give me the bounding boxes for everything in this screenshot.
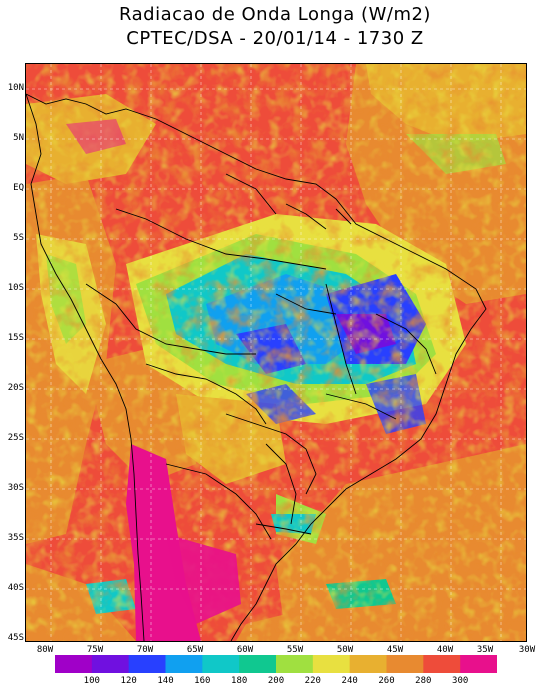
lat-label: 15S [7, 333, 24, 343]
olr-map [25, 63, 527, 642]
color-scale-swatch [165, 655, 203, 673]
coastlines-and-borders [26, 93, 487, 641]
color-scale-swatch [460, 655, 497, 673]
speckle-overlay-2 [26, 64, 526, 641]
color-scale-tick-label: 280 [415, 676, 432, 686]
lat-label: 45S [7, 633, 24, 643]
color-scale-tick-label: 180 [231, 676, 248, 686]
color-scale-swatch [91, 655, 130, 673]
color-scale-tick-label: 240 [341, 676, 358, 686]
color-scale-tick-label: 220 [304, 676, 321, 686]
lon-label: 55W [286, 645, 304, 655]
color-scale-swatch [239, 655, 277, 673]
color-scale-tick-label: 140 [157, 676, 174, 686]
lat-label: 10S [7, 283, 24, 293]
lon-label: 40W [436, 645, 454, 655]
lon-label: 50W [336, 645, 354, 655]
color-scale-swatch [423, 655, 461, 673]
lat-label: 30S [7, 483, 24, 493]
color-scale-swatch [55, 655, 93, 673]
lat-label: EQ [13, 183, 24, 193]
lat-label: 20S [7, 383, 24, 393]
map-grid [26, 64, 526, 641]
lon-label: 65W [186, 645, 204, 655]
color-scale-tick-label: 260 [378, 676, 395, 686]
olr-map-image [26, 64, 526, 641]
lon-label: 45W [386, 645, 404, 655]
lon-label: 60W [236, 645, 254, 655]
color-scale-tick-label: 120 [120, 676, 137, 686]
lat-label: 10N [7, 83, 24, 93]
lon-label: 35W [476, 645, 494, 655]
lon-label: 80W [36, 645, 54, 655]
lon-label: 70W [136, 645, 154, 655]
color-scale-tick-label: 200 [267, 676, 285, 686]
color-scale-tick-label: 300 [452, 676, 469, 686]
color-scale-swatch [128, 655, 166, 673]
lat-label: 25S [7, 433, 24, 443]
color-scale-swatch [202, 655, 240, 673]
color-scale-swatch [312, 655, 351, 673]
color-scale-tick-label: 100 [83, 676, 100, 686]
lat-label: 5S [13, 233, 24, 243]
color-scale-bar [55, 655, 497, 673]
lat-label: 40S [7, 583, 24, 593]
map-subtitle: CPTEC/DSA - 20/01/14 - 1730 Z [126, 28, 424, 49]
color-scale-tick-label: 160 [194, 676, 211, 686]
color-scale-swatch [349, 655, 387, 673]
color-scale-swatch [276, 655, 314, 673]
magenta-regions [66, 119, 241, 641]
lon-label: 75W [86, 645, 104, 655]
lat-label: 35S [7, 533, 24, 543]
lon-label: 30W [518, 645, 536, 655]
color-scale-swatch [386, 655, 424, 673]
lat-label: 5N [13, 133, 24, 143]
map-title: Radiacao de Onda Longa (W/m2) [119, 4, 431, 25]
